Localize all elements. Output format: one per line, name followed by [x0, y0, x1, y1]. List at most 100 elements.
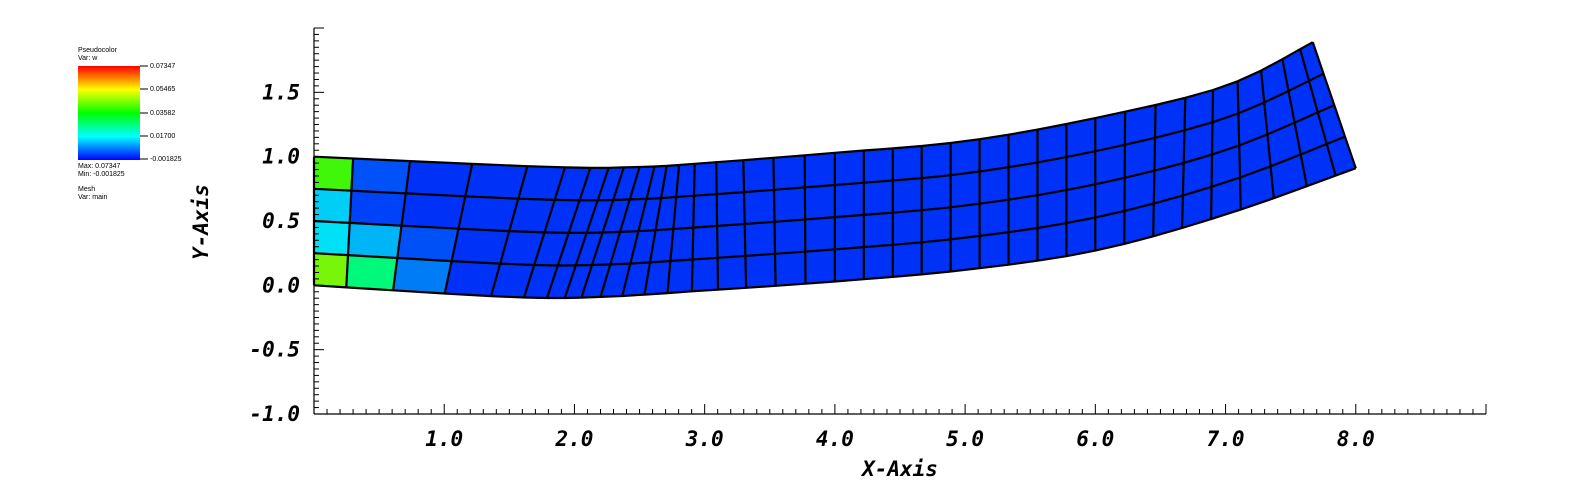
mesh-cell: [518, 166, 565, 200]
mesh-cell: [397, 225, 459, 262]
mesh-cell: [314, 221, 350, 256]
mesh-cell: [717, 224, 746, 258]
y-minor-ticks: [314, 27, 324, 415]
mesh-cell: [600, 263, 631, 297]
mesh-cell: [716, 160, 744, 195]
mesh-cell: [692, 225, 718, 260]
mesh-cell: [613, 167, 640, 200]
mesh-cell: [716, 192, 745, 226]
mesh-column-line: [621, 166, 656, 297]
mesh-cell: [348, 222, 402, 258]
legend-tick-3: 0.01700: [150, 133, 175, 140]
mesh-cell: [774, 187, 806, 222]
mesh-cell: [694, 162, 717, 196]
mesh-cell: [1066, 217, 1096, 257]
mesh-cell: [1237, 70, 1265, 114]
mesh-column-line: [1260, 70, 1275, 199]
mesh-cell: [393, 258, 452, 294]
mesh-cell: [979, 199, 1009, 236]
mesh-cell: [458, 196, 519, 232]
mesh-cell: [1184, 90, 1213, 131]
mesh-cell: [1153, 162, 1184, 204]
mesh-cell: [921, 239, 951, 275]
mesh-cell: [863, 212, 893, 248]
mesh-cell: [547, 265, 576, 298]
mesh-cell: [401, 193, 466, 229]
mesh-cell: [405, 161, 473, 197]
mesh-cell: [950, 203, 980, 240]
legend-mesh-name: Mesh: [78, 186, 95, 193]
mesh-cell: [744, 189, 775, 224]
mesh-cell: [1211, 177, 1241, 220]
mesh-cell: [805, 249, 835, 284]
x-tick-label: 6.0: [1076, 427, 1114, 451]
mesh-cell: [863, 148, 893, 183]
mesh-cell: [575, 232, 603, 266]
legend-max-label: Max: 0.07347: [78, 163, 121, 170]
mesh-cell: [1037, 124, 1067, 163]
mesh-cell: [676, 163, 695, 197]
mesh-cell: [1155, 97, 1186, 138]
mesh-cell: [1008, 195, 1038, 233]
mesh-cell: [1300, 42, 1324, 81]
y-tick-labels: 1.5 1.0 0.5 0.0 -0.5 -1.0: [249, 80, 300, 426]
mesh-cell: [950, 171, 980, 208]
mesh-cell: [804, 185, 835, 220]
mesh-cell: [1153, 195, 1183, 237]
mesh-cell: [1264, 91, 1295, 135]
mesh-column-line: [643, 165, 668, 295]
x-tick-label: 3.0: [685, 427, 724, 451]
mesh-cell: [892, 178, 922, 213]
mesh-cell: [1124, 137, 1155, 178]
mesh-cell: [1095, 210, 1125, 251]
mesh-cell: [351, 158, 410, 194]
mesh-cell: [773, 155, 805, 190]
y-tick-label: 0.0: [262, 273, 300, 297]
mesh-cell: [921, 143, 951, 179]
mesh-cell: [743, 157, 774, 193]
mesh-cell: [557, 232, 587, 266]
mesh-column-line: [715, 162, 720, 290]
mesh-cell: [500, 231, 545, 265]
mesh-column-line: [666, 164, 681, 294]
mesh-column-line: [443, 163, 474, 294]
mesh-column-line: [522, 167, 567, 298]
mesh-cell: [491, 263, 535, 298]
mesh-cell: [805, 217, 835, 252]
legend: Pseudocolor Var: w 0.07347 0.05465 0.035…: [78, 47, 182, 201]
mesh-cell: [1239, 134, 1271, 178]
mesh-cell: [1124, 105, 1156, 145]
mesh-cell: [1211, 145, 1240, 187]
x-tick-label: 8.0: [1337, 427, 1375, 451]
mesh-cell: [1095, 144, 1125, 185]
mesh-cell: [1066, 151, 1096, 191]
mesh-column-line: [545, 167, 592, 299]
mesh-cell: [774, 219, 806, 254]
mesh-column-line: [1152, 104, 1157, 237]
mesh-cell: [744, 221, 775, 256]
mesh-cell: [1037, 223, 1067, 261]
legend-scale-ticks: 0.07347 0.05465 0.03582 0.01700 -0.00182…: [140, 63, 182, 163]
mesh-cell: [509, 198, 555, 233]
mesh-cell: [314, 156, 354, 191]
x-tick-labels: 1.0 2.0 3.0 4.0 5.0 6.0 7.0 8.0: [425, 427, 1374, 451]
x-tick-label: 5.0: [946, 427, 984, 451]
legend-color-bar: [78, 66, 140, 160]
mesh-cell: [979, 167, 1009, 204]
mesh-column-line: [490, 165, 529, 297]
mesh-cell: [667, 259, 693, 294]
mesh-cell: [1154, 130, 1185, 171]
mesh-cell: [693, 194, 718, 228]
mesh-cell: [451, 228, 510, 264]
legend-plot-name: Pseudocolor: [78, 47, 118, 54]
mesh-cell: [1212, 113, 1240, 155]
mesh-column-line: [1299, 48, 1337, 176]
mesh-cell: [581, 264, 611, 298]
mesh-column-line: [1236, 81, 1242, 210]
mesh-cell: [314, 188, 352, 223]
mesh-cell: [834, 247, 864, 282]
mesh-cell: [1182, 154, 1212, 196]
mesh-column-line: [580, 167, 625, 298]
x-axis-title: X-Axis: [860, 457, 938, 481]
x-tick-label: 2.0: [554, 427, 593, 451]
